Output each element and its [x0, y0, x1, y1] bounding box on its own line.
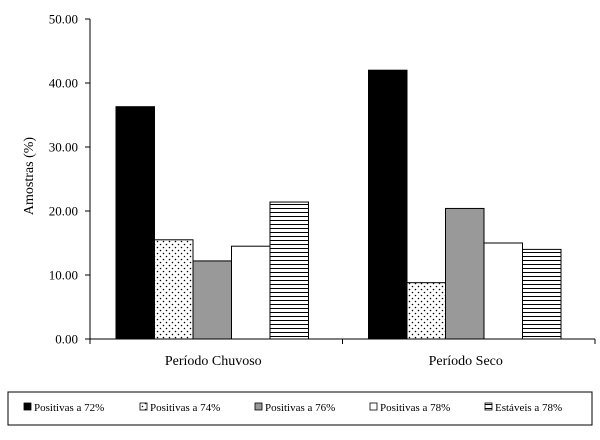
bar [231, 245, 271, 340]
bar [522, 248, 562, 340]
y-tick-label: 20.00 [49, 204, 78, 219]
y-tick-label: 0.00 [55, 332, 78, 347]
y-tick-label: 50.00 [49, 12, 78, 27]
bar [368, 69, 408, 340]
legend-swatch [139, 402, 148, 411]
bar [269, 201, 309, 340]
bar [483, 242, 523, 340]
bar [445, 207, 485, 340]
x-category-label: Período Seco [429, 354, 503, 369]
legend-box [7, 391, 593, 426]
x-category-label: Período Chuvoso [165, 354, 262, 369]
legend-label: Positivas a 76% [265, 402, 335, 414]
legend-label: Positivas a 78% [380, 402, 450, 414]
y-tick-label: 30.00 [49, 140, 78, 155]
legend-label: Estáveis a 78% [495, 402, 562, 414]
y-axis-title: Amostras (%) [22, 137, 37, 215]
legend-swatch [23, 402, 32, 411]
legend-label: Positivas a 72% [34, 402, 104, 414]
y-tick-label: 40.00 [49, 76, 78, 91]
bar [406, 282, 446, 340]
legend-swatch [254, 402, 263, 411]
labels: 0.00 10.00 20.00 30.00 40.00 50.00 Período Chu… [22, 12, 503, 370]
legend-swatch [484, 402, 493, 411]
y-tick-label: 10.00 [49, 268, 78, 283]
legend: Positivas a 72% Positivas a 74% Positivas … [7, 391, 593, 426]
bar [154, 239, 194, 340]
bar [192, 260, 232, 340]
legend-swatch [369, 402, 378, 411]
legend-label: Positivas a 74% [150, 402, 220, 414]
bar [115, 106, 155, 340]
bars [115, 69, 562, 340]
